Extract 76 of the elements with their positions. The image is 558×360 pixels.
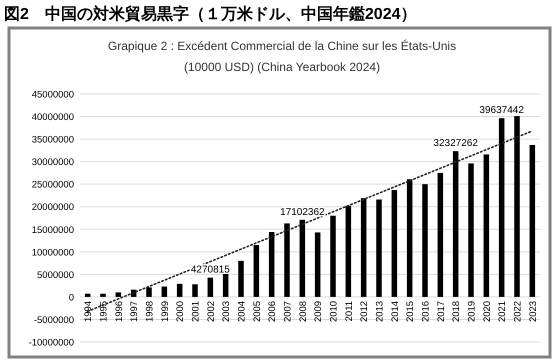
chart-title: 図2 中国の対米貿易黒字（１万米ドル、中国年鑑2024） (4, 4, 416, 23)
bar (116, 292, 122, 297)
x-tick-label: 2019 (466, 300, 478, 322)
bar (162, 286, 168, 297)
bar (238, 260, 244, 297)
bar (530, 144, 536, 297)
x-tick-label: 2021 (497, 300, 508, 322)
x-tick-label: 1997 (129, 300, 140, 322)
y-tick-label: 10000000 (32, 247, 74, 258)
x-tick-label: 2003 (221, 300, 232, 322)
bar (284, 223, 290, 297)
x-tick-label: 2009 (313, 300, 324, 322)
x-tick-label: 2022 (512, 300, 524, 322)
data-label: 17102362 (280, 206, 326, 218)
y-tick-label: 30000000 (32, 157, 74, 168)
x-tick-label: 2006 (267, 300, 278, 322)
bar (146, 287, 152, 297)
bar (346, 206, 352, 297)
data-label: 32327262 (433, 138, 478, 150)
data-label: 4270815 (190, 264, 230, 276)
bar (392, 190, 398, 297)
x-tick-label: 2014 (390, 300, 401, 322)
bar (254, 245, 260, 297)
y-tick-label: -10000000 (28, 338, 74, 348)
x-tick-label: 2020 (482, 300, 493, 322)
bar (208, 278, 214, 297)
bar (406, 179, 412, 297)
x-tick-label: 2001 (190, 300, 202, 322)
x-tick-label: 2017 (436, 300, 447, 322)
x-tick-label: 2000 (175, 300, 186, 322)
x-tick-label: 1998 (144, 300, 156, 322)
bar (376, 200, 382, 297)
x-tick-label: 1995 (98, 300, 110, 322)
data-label: 39637442 (479, 105, 524, 116)
bar (176, 284, 182, 297)
bar (452, 151, 458, 297)
chart-subtitle: Grapique 2 : Excédent Commercial de la Chine sur les États-Unis (10000 USD) (China Yearbook 2024) (108, 39, 456, 74)
bar (300, 220, 306, 297)
bar (100, 294, 106, 297)
bar (498, 118, 504, 297)
x-tick-label: 2007 (282, 300, 294, 322)
bar (192, 284, 198, 297)
bar (268, 232, 274, 297)
y-tick-label: -5000000 (34, 314, 74, 326)
x-tick-label: 2005 (252, 300, 263, 322)
bar (84, 294, 90, 297)
y-tick-label: 15000000 (32, 224, 74, 236)
x-tick-label: 1994 (83, 300, 94, 322)
x-tick-label: 2015 (405, 300, 416, 322)
x-tick-label: 2018 (451, 300, 462, 322)
y-tick-label: 5000000 (37, 270, 74, 281)
x-tick-label: 2008 (298, 300, 309, 322)
bar (360, 198, 366, 297)
y-tick-label: 40000000 (32, 112, 74, 124)
bar (314, 232, 320, 297)
y-tick-label: 35000000 (32, 134, 74, 146)
bar (468, 163, 474, 297)
bar (422, 184, 428, 297)
x-tick-label: 1999 (160, 300, 171, 322)
x-tick-label: 2010 (328, 300, 340, 322)
bar (514, 116, 520, 297)
x-tick-label: 1996 (114, 300, 125, 322)
bar (438, 172, 444, 297)
y-tick-label: 20000000 (32, 202, 74, 214)
bar (484, 154, 490, 297)
x-tick-label: 2016 (420, 300, 432, 322)
x-tick-label: 2002 (206, 300, 217, 322)
x-tick-label: 2004 (236, 300, 248, 322)
y-tick-label: 0 (68, 292, 74, 304)
x-tick-label: 2023 (528, 300, 539, 322)
x-tick-label: 2012 (359, 300, 370, 322)
bar (330, 216, 336, 297)
y-tick-label: 25000000 (32, 180, 74, 191)
y-tick-label: 45000000 (32, 90, 74, 100)
x-tick-label: 2013 (374, 300, 386, 322)
x-tick-label: 2011 (344, 300, 355, 322)
